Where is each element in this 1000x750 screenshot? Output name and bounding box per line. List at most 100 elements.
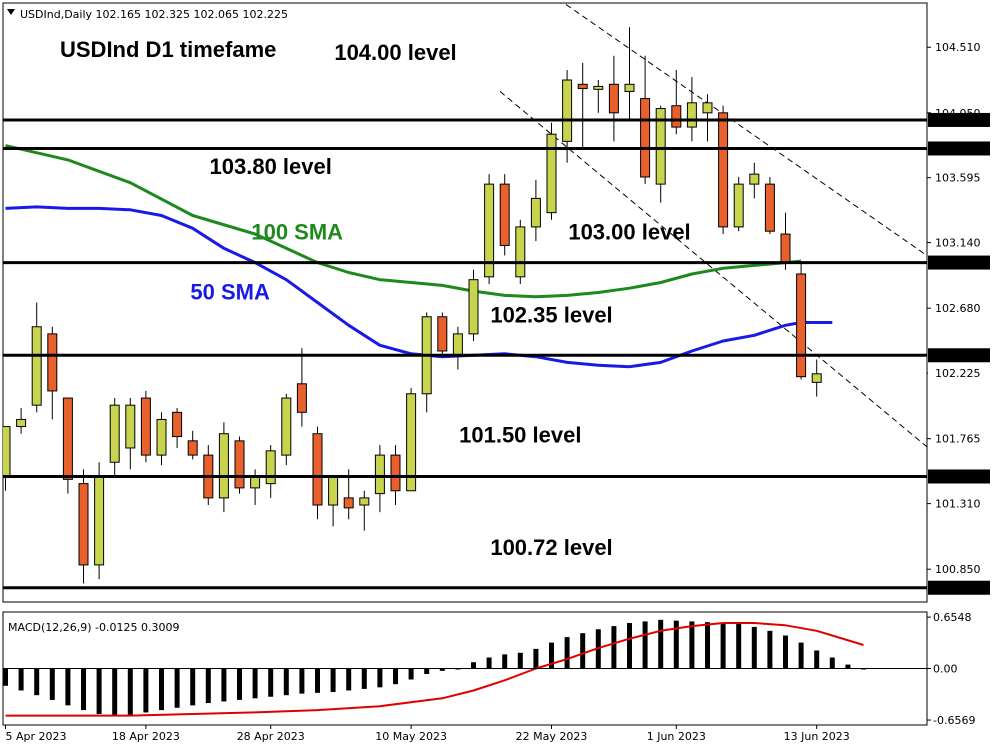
candle-body — [78, 483, 89, 566]
candle-body — [125, 404, 136, 449]
current-price-label: 102.225 — [935, 367, 981, 380]
candle-body — [328, 475, 339, 506]
candle-body — [187, 440, 198, 456]
macd-bar — [393, 668, 398, 685]
macd-label: MACD(12,26,9) -0.0125 0.3009 — [8, 621, 179, 634]
candle-body — [640, 98, 651, 178]
price-tick-label-6: 101.310 — [935, 498, 981, 511]
level-tag-4-box — [928, 469, 990, 484]
macd-tick-label-2: -0.6569 — [933, 714, 975, 727]
candle-body — [718, 112, 729, 228]
candle-body — [234, 440, 245, 489]
level-tag-2-box — [928, 255, 990, 270]
candle-body — [733, 183, 744, 228]
candle-body — [437, 316, 448, 352]
macd-bar — [580, 633, 586, 669]
macd-bar — [627, 622, 632, 669]
macd-bar — [486, 657, 492, 669]
candle-body — [702, 102, 713, 114]
macd-bar — [549, 642, 554, 669]
macd-bar — [424, 668, 430, 674]
candle-body — [499, 183, 510, 246]
macd-bar — [736, 623, 742, 669]
macd-bar — [330, 668, 336, 693]
candle-body — [312, 433, 323, 506]
macd-tick-label-1: 0.00 — [933, 663, 958, 676]
candle-body — [780, 233, 791, 264]
date-tick-label-0: 5 Apr 2023 — [6, 730, 67, 743]
level-tag-0-text: 104.000 — [933, 114, 979, 127]
date-tick-label-4: 22 May 2023 — [516, 730, 588, 743]
macd-bar — [221, 668, 227, 702]
candle-body — [764, 183, 775, 232]
level-label-2: 103.00 level — [568, 220, 690, 245]
price-tick-label-5: 101.765 — [935, 433, 981, 446]
macd-bar — [49, 668, 55, 700]
macd-bar — [237, 668, 242, 700]
macd-bar — [564, 637, 570, 669]
date-tick-label-5: 1 Jun 2023 — [647, 730, 706, 743]
macd-bar — [767, 630, 773, 669]
macd-bar — [299, 668, 305, 694]
candle-body — [109, 404, 120, 463]
level-tag-2-text: 103.000 — [933, 257, 979, 270]
candle-body — [546, 133, 557, 214]
candle-body — [3, 426, 11, 477]
macd-bar — [439, 668, 445, 671]
candle-body — [47, 333, 58, 392]
macd-bar — [112, 668, 118, 716]
candle-body — [624, 83, 635, 92]
macd-bar — [96, 668, 102, 715]
macd-bar — [408, 668, 414, 680]
macd-bar — [143, 668, 149, 713]
candle-body — [94, 475, 105, 566]
candle-body — [671, 105, 682, 128]
macd-bar — [3, 668, 8, 686]
candle-body — [172, 411, 183, 438]
symbol-header: USDInd,Daily 102.165 102.325 102.065 102… — [20, 8, 288, 21]
macd-bar — [673, 620, 679, 669]
candle-body — [296, 383, 307, 413]
level-tag-4-text: 101.500 — [933, 470, 979, 483]
macd-bar — [611, 626, 617, 669]
level-label-1: 103.80 level — [210, 154, 332, 179]
main-panel-frame — [2, 2, 928, 603]
candle-body — [811, 373, 822, 383]
macd-bar — [642, 621, 648, 669]
macd-bar — [751, 626, 757, 669]
macd-bar — [845, 664, 851, 669]
candle-body — [374, 454, 385, 495]
price-tick-label-0: 104.510 — [935, 41, 981, 54]
macd-bar — [127, 668, 133, 716]
macd-bar — [814, 650, 820, 669]
macd-bar — [18, 668, 24, 691]
current-price-box — [928, 366, 990, 381]
candle-body — [250, 475, 261, 489]
candle-body — [140, 397, 151, 456]
candle-body — [577, 83, 588, 90]
candle-body — [468, 279, 479, 335]
channel-line-1 — [499, 91, 927, 448]
level-tag-5-box — [928, 580, 990, 595]
price-tick-label-2: 103.595 — [935, 172, 981, 185]
macd-bar — [720, 622, 726, 669]
candle-body — [608, 83, 619, 114]
macd-bar — [34, 668, 40, 696]
date-tick-label-2: 28 Apr 2023 — [237, 730, 305, 743]
macd-bar — [502, 654, 508, 669]
macd-bar — [268, 668, 274, 697]
macd-plot-area — [3, 619, 866, 717]
macd-bar — [81, 668, 86, 711]
macd-bar — [205, 668, 211, 704]
candle-body — [406, 393, 417, 492]
level-label-5: 100.72 level — [490, 535, 612, 560]
candle-body — [156, 418, 167, 456]
candle-body — [359, 497, 370, 506]
candle-body — [62, 397, 73, 480]
date-tick-label-6: 13 Jun 2023 — [784, 730, 850, 743]
price-tick-label-3: 103.140 — [935, 237, 981, 250]
date-tick-label-1: 18 Apr 2023 — [112, 730, 180, 743]
macd-bar — [361, 668, 367, 689]
dropdown-triangle-icon — [7, 9, 15, 15]
macd-signal-line — [5, 622, 864, 717]
